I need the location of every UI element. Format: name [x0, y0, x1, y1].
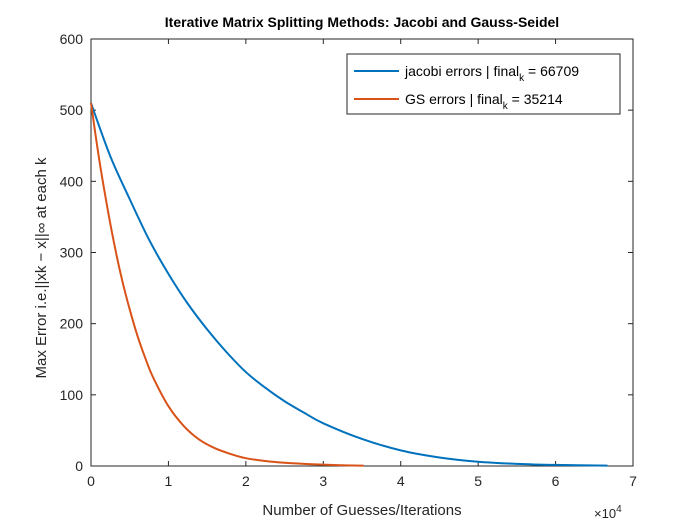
x-tick-label: 6	[552, 473, 560, 489]
y-tick-label: 300	[60, 245, 84, 261]
x-tick-label: 3	[319, 473, 327, 489]
x-tick-label: 2	[242, 473, 250, 489]
x-tick-label: 1	[165, 473, 173, 489]
legend-entry-subscript: k	[519, 73, 525, 84]
series-line-jacobi	[90, 102, 608, 467]
legend-entry-value: = 66709	[524, 63, 579, 79]
x-exponent-base: ×10	[594, 506, 616, 521]
series-line-gauss-seidel	[90, 102, 364, 467]
x-tick-label: 4	[397, 473, 405, 489]
legend-entry-label: GS errors | finalk = 35214	[405, 91, 563, 112]
y-tick-label: 600	[60, 31, 84, 47]
legend-entry-name: GS errors | final	[405, 91, 503, 107]
legend-entry-value: = 35214	[508, 91, 563, 107]
x-exponent-power: 4	[616, 504, 622, 515]
y-tick-label: 0	[75, 458, 83, 474]
x-exponent-multiplier: ×104	[594, 504, 622, 521]
y-tick-label: 400	[60, 173, 84, 189]
x-tick-label: 5	[474, 473, 482, 489]
chart-title: Iterative Matrix Splitting Methods: Jaco…	[165, 14, 559, 30]
y-axis-label: Max Error i.e.||xk − x||∞ at each k	[33, 157, 50, 378]
legend-entry-subscript: k	[503, 101, 509, 112]
y-tick-label: 100	[60, 387, 84, 403]
x-tick-label: 0	[87, 473, 95, 489]
x-tick-label: 7	[629, 473, 637, 489]
legend-entry-label: jacobi errors | finalk = 66709	[404, 63, 579, 84]
y-tick-label: 500	[60, 102, 84, 118]
legend-entry-name: jacobi errors | final	[404, 63, 519, 79]
x-axis-label: Number of Guesses/Iterations	[262, 502, 461, 519]
legend-box	[346, 53, 621, 115]
y-tick-label: 200	[60, 316, 84, 332]
